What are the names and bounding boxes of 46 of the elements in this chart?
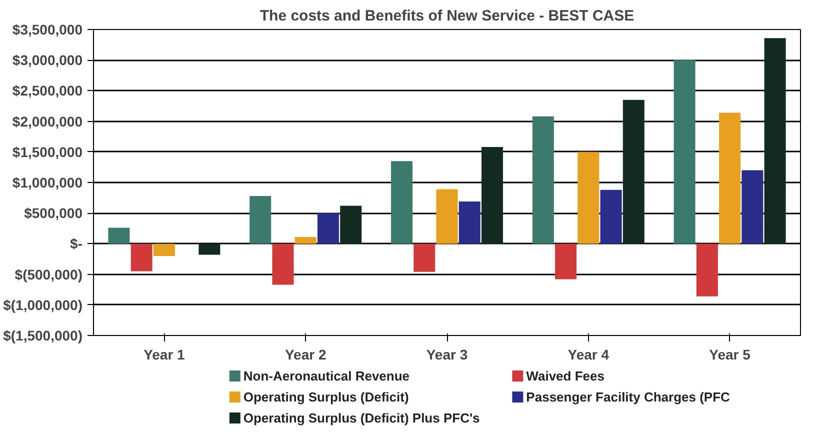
x-tick-label: Year 2	[284, 346, 326, 362]
y-tick-label: $2,500,000	[12, 82, 83, 99]
bar	[317, 213, 339, 244]
legend-label: Operating Surplus (Deficit) Plus PFC's	[243, 410, 480, 426]
bar	[153, 244, 175, 256]
bar	[719, 112, 741, 244]
y-tick-label: $500,000	[24, 205, 83, 222]
bar	[130, 244, 152, 272]
bar	[294, 236, 316, 244]
bar	[414, 244, 436, 272]
y-tick-label: $1,000,000	[12, 174, 83, 190]
bar	[600, 190, 622, 244]
bar	[555, 244, 577, 280]
bar	[696, 244, 718, 296]
y-tick-label: $3,500,000	[12, 22, 83, 38]
legend-label: Non-Aeronautical Revenue	[243, 368, 410, 384]
legend-label: Passenger Facility Charges (PFC	[526, 390, 731, 404]
y-tick-label: $(1,500,000)	[3, 328, 83, 344]
x-tick-label: Year 4	[568, 346, 610, 362]
bar	[742, 170, 764, 244]
bar	[436, 189, 458, 244]
bar	[764, 38, 786, 244]
bar	[198, 244, 220, 255]
legend-label: Waived Fees	[526, 368, 604, 384]
y-tick-label: $1,500,000	[12, 144, 83, 160]
bar	[458, 201, 480, 244]
bar	[108, 228, 130, 244]
y-tick-label: $(1,000,000)	[3, 296, 83, 313]
bar	[250, 196, 272, 244]
y-tick-label: $(500,000)	[14, 266, 82, 282]
y-tick-label: $-	[70, 236, 83, 252]
bar	[578, 152, 600, 244]
bar	[391, 161, 412, 244]
x-tick-label: Year 5	[709, 346, 751, 362]
bar	[340, 206, 362, 244]
bar	[622, 100, 644, 244]
bar	[272, 244, 294, 285]
y-tick-label: $2,000,000	[12, 113, 83, 130]
legend-label: Operating Surplus (Deficit)	[243, 390, 409, 404]
y-tick-label: $3,000,000	[12, 52, 83, 68]
bar	[482, 147, 503, 244]
x-tick-label: Year 1	[144, 346, 186, 362]
bar	[674, 60, 696, 244]
x-tick-label: Year 3	[426, 346, 468, 362]
bar	[532, 116, 554, 244]
chart-title: The costs and Benefits of New Service - BEST CASE	[260, 8, 634, 24]
